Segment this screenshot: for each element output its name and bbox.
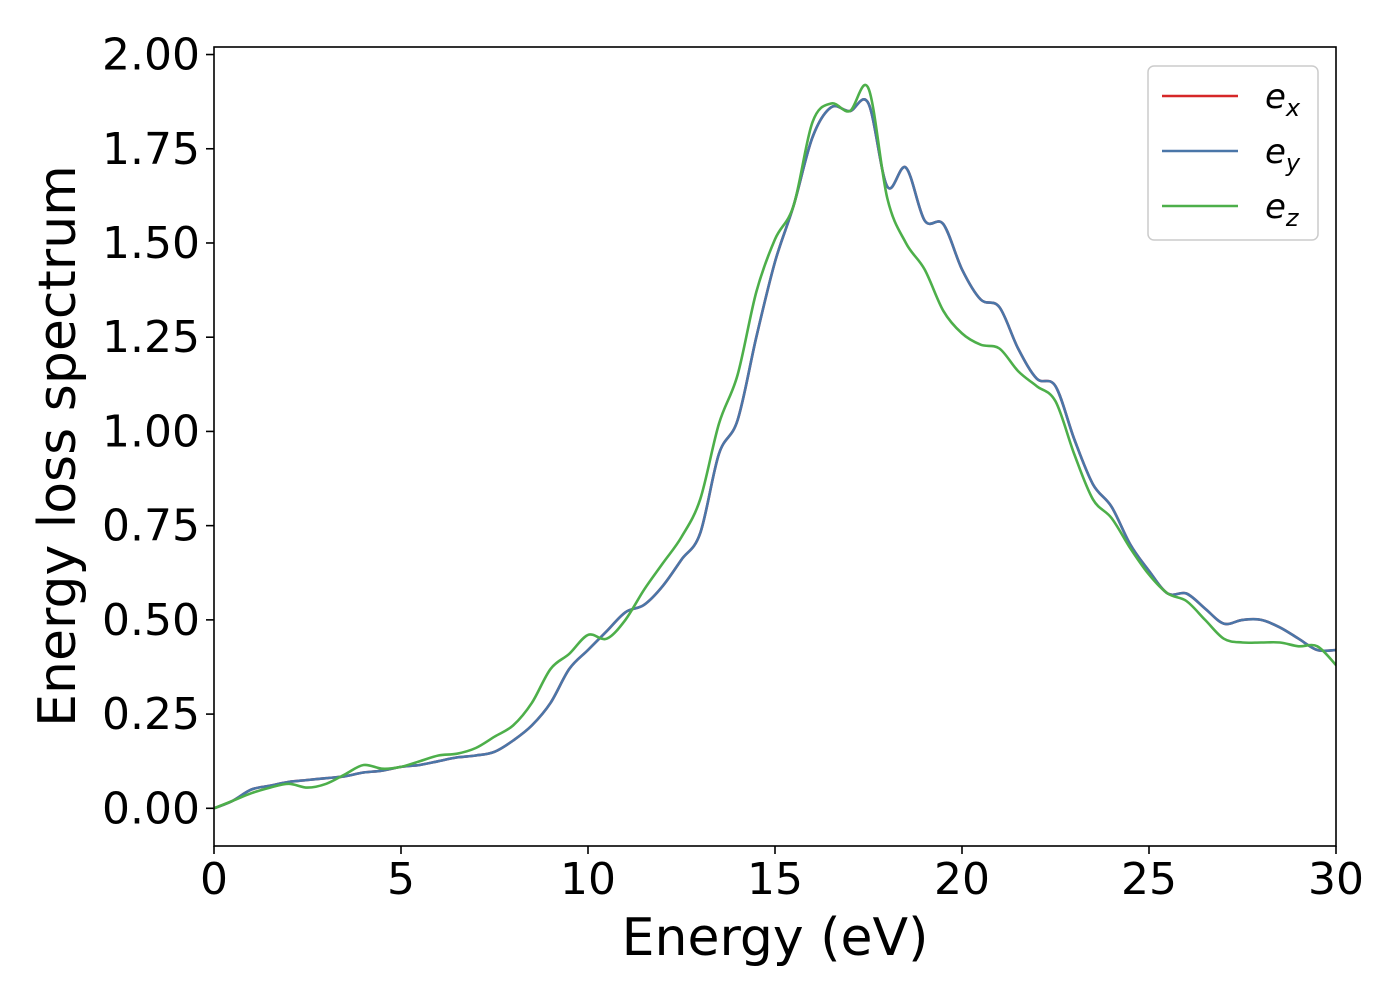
y-tick-label: 2.00 (102, 30, 200, 81)
x-tick-label: 30 (1308, 854, 1364, 905)
x-tick-label: 0 (200, 854, 228, 905)
legend-label-z: ez (1265, 187, 1300, 232)
x-tick-label: 25 (1121, 854, 1177, 905)
y-axis: 0.00 0.25 0.50 0.75 1.00 1.25 1.50 1.75 2.00 (102, 30, 214, 834)
legend-label-y: ey (1265, 132, 1301, 177)
x-axis-label: Energy (eV) (622, 908, 929, 968)
y-tick-label: 1.00 (102, 406, 200, 457)
y-tick-label: 1.50 (102, 218, 200, 269)
x-tick-label: 20 (934, 854, 990, 905)
series-layer (214, 83, 1336, 810)
y-tick-label: 1.75 (102, 124, 200, 175)
legend: ex ey ez (1147, 65, 1319, 241)
legend-box (1147, 65, 1319, 241)
legend-label-x: ex (1265, 77, 1301, 122)
y-axis-label: Energy loss spectrum (28, 165, 88, 727)
series-line-z (214, 83, 1336, 810)
y-tick-label: 0.50 (102, 595, 200, 646)
x-tick-label: 10 (560, 854, 616, 905)
x-tick-label: 15 (747, 854, 803, 905)
x-axis: 0 5 10 15 20 25 30 (200, 846, 1364, 905)
y-tick-label: 0.00 (102, 783, 200, 834)
y-tick-label: 0.75 (102, 501, 200, 552)
y-tick-label: 0.25 (102, 689, 200, 740)
x-tick-label: 5 (387, 854, 415, 905)
y-tick-label: 1.25 (102, 312, 200, 363)
